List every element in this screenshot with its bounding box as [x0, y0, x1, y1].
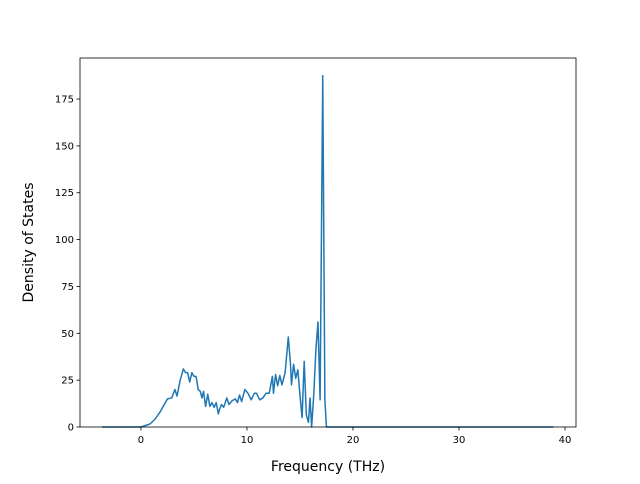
y-tick-label: 0 [68, 423, 74, 434]
x-tick-label: 10 [241, 435, 254, 446]
x-tick-label: 20 [347, 435, 360, 446]
x-tick-label: 0 [138, 435, 144, 446]
y-tick-label: 25 [61, 376, 74, 387]
plot-frame [79, 57, 577, 428]
y-tick-label: 100 [55, 235, 74, 246]
y-axis-label: Density of States [21, 183, 37, 303]
y-tick-label: 150 [55, 141, 74, 152]
y-tick-label: 175 [55, 95, 74, 106]
y-tick-label: 50 [61, 329, 74, 340]
line [101, 74, 554, 428]
x-tick-label: 30 [453, 435, 466, 446]
y-tick-label: 75 [61, 282, 74, 293]
x-axis-label: Frequency (THz) [271, 459, 385, 475]
x-tick-label: 40 [559, 435, 572, 446]
y-tick-label: 125 [55, 188, 74, 199]
